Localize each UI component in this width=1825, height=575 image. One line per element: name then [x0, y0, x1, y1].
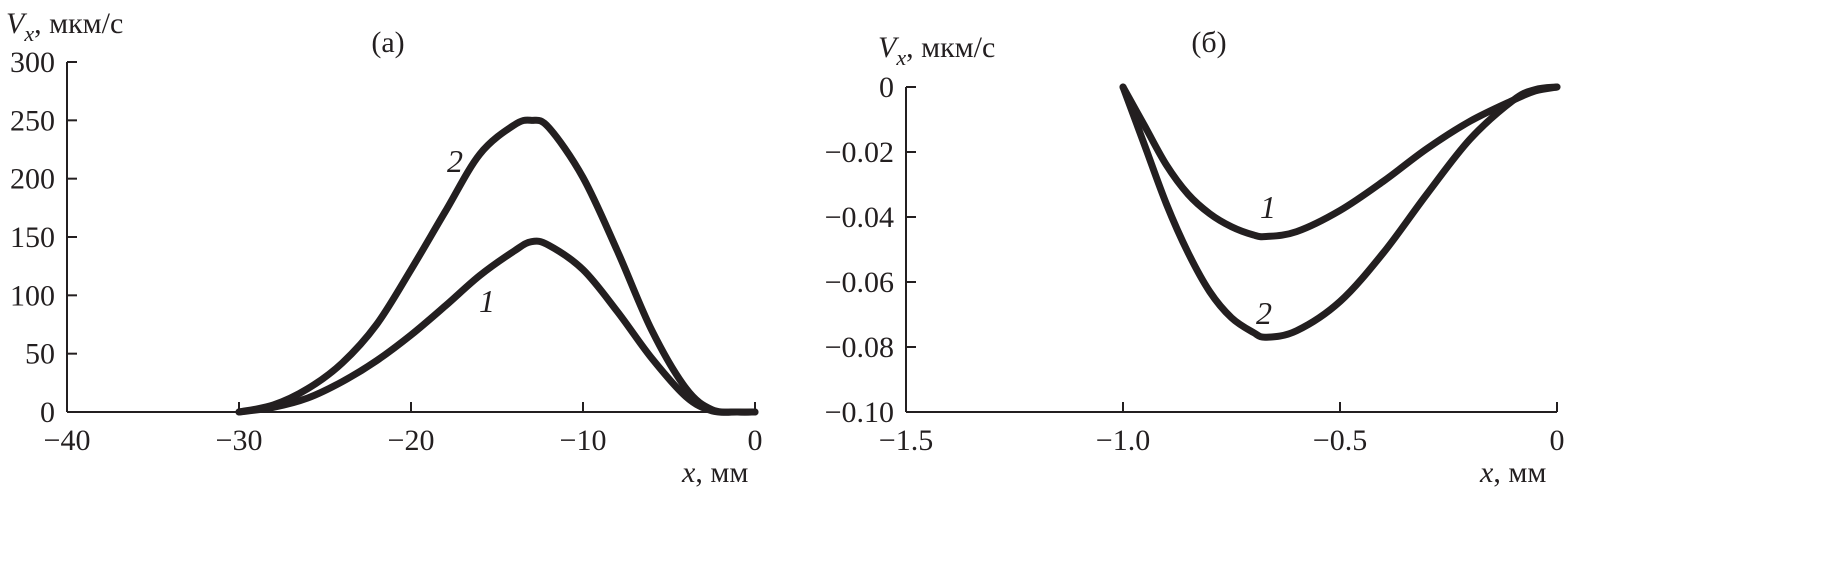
- y-tick-label: −0.02: [825, 136, 894, 169]
- y-tick-label: 0: [40, 396, 55, 429]
- series-line-2: [1119, 83, 1561, 341]
- x-tick-label: −10: [560, 424, 607, 457]
- series-line-1: [1119, 83, 1561, 241]
- series-label-1: 1: [1260, 189, 1276, 225]
- x-tick-label: −40: [44, 424, 91, 457]
- y-axis-label: Vx, мкм/с: [6, 7, 123, 46]
- panel-label: (б): [1191, 26, 1226, 59]
- x-axis-label: x, мм: [1479, 456, 1546, 489]
- x-tick-label: −30: [216, 424, 263, 457]
- x-tick-label: 0: [1550, 424, 1565, 457]
- y-tick-label: 250: [10, 104, 55, 137]
- series-label-1: 1: [479, 283, 495, 319]
- y-tick-label: −0.04: [825, 201, 894, 234]
- y-tick-label: 300: [10, 46, 55, 79]
- chart-panel-2: 0 −0.02 −0.04 −0.06 −0.08 −0.10−1.5 −1.0 −0.5 0 1…: [825, 26, 1565, 489]
- series-label-2: 2: [447, 143, 463, 179]
- series-line-1: [235, 237, 759, 416]
- x-tick-label: −1.0: [1096, 424, 1150, 457]
- x-tick-label: −20: [388, 424, 435, 457]
- y-tick-label: −0.08: [825, 331, 894, 364]
- x-tick-label: 0: [748, 424, 763, 457]
- y-tick-label: −0.06: [825, 266, 894, 299]
- series-label-2: 2: [1256, 295, 1272, 331]
- chart-panel-1: 0 50 100 150 200 250 300 −40 −30 −20 −10 0 1 2 (a) Vx, …: [6, 7, 763, 489]
- y-tick-label: 100: [10, 279, 55, 312]
- x-tick-label: −0.5: [1313, 424, 1367, 457]
- y-tick-label: 50: [25, 338, 55, 371]
- y-tick-label: 200: [10, 163, 55, 196]
- y-axis-label: Vx, мкм/с: [878, 31, 995, 70]
- y-tick-label: 150: [10, 221, 55, 254]
- panel-label: (a): [371, 26, 404, 59]
- y-tick-label: −0.10: [825, 396, 894, 429]
- x-tick-label: −1.5: [879, 424, 933, 457]
- series-line-2: [235, 116, 759, 416]
- y-tick-label: 0: [879, 71, 894, 104]
- x-axis-label: x, мм: [681, 456, 748, 489]
